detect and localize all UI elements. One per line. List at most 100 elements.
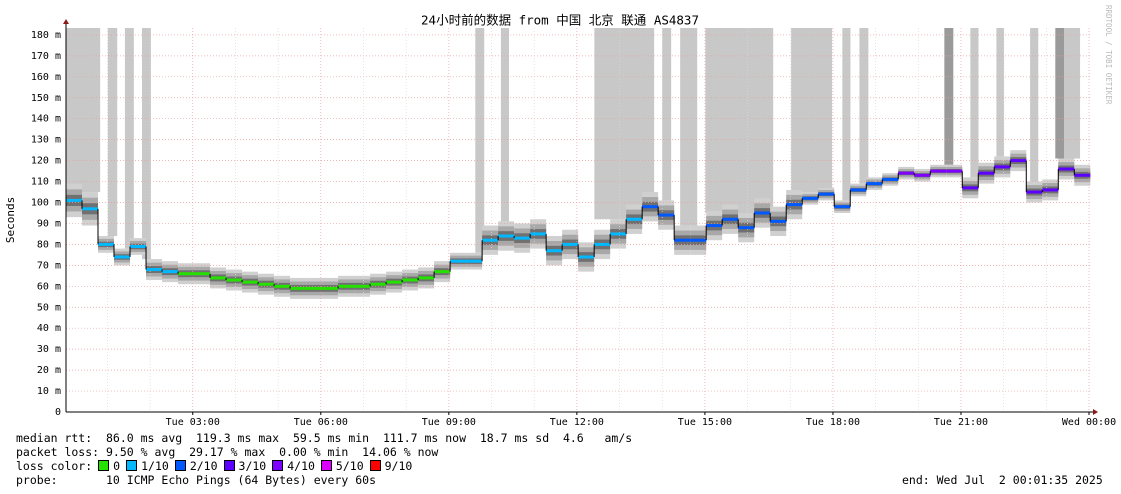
median-step xyxy=(706,224,723,228)
loss-period xyxy=(662,28,672,201)
loss-period xyxy=(842,28,851,201)
legend-swatch xyxy=(320,460,332,471)
median-step xyxy=(386,280,403,284)
median-step xyxy=(562,242,579,246)
legend-swatch xyxy=(98,460,110,471)
y-tick-label: 180 m xyxy=(31,30,61,41)
median-step xyxy=(178,272,195,276)
median-step xyxy=(482,238,499,242)
y-axis-label: Seconds xyxy=(4,197,17,243)
legend-swatch xyxy=(126,460,138,471)
median-step xyxy=(402,278,419,282)
loss-period xyxy=(124,28,134,249)
median-step xyxy=(226,278,243,282)
y-tick-label: 20 m xyxy=(37,365,61,376)
legend-title: loss color: xyxy=(16,459,93,473)
x-tick-label: Tue 06:00 xyxy=(294,417,348,428)
median-step xyxy=(1026,190,1043,194)
median-step xyxy=(770,219,787,223)
median-step xyxy=(978,171,995,175)
median-step xyxy=(498,234,515,238)
loss-period xyxy=(66,28,101,193)
median-step xyxy=(338,284,355,288)
legend-label: 9/10 xyxy=(384,459,413,473)
median-step xyxy=(258,282,275,286)
y-tick-label: 60 m xyxy=(37,281,61,292)
median-step xyxy=(146,268,163,272)
y-tick-label: 150 m xyxy=(31,93,61,104)
loss-period xyxy=(680,28,698,226)
y-tick-label: 130 m xyxy=(31,135,61,146)
median-step xyxy=(722,217,739,221)
y-tick-label: 90 m xyxy=(37,218,61,229)
median-step xyxy=(66,198,83,202)
median-step xyxy=(130,245,147,249)
x-tick-label: Tue 09:00 xyxy=(422,417,476,428)
y-tick-label: 170 m xyxy=(31,51,61,62)
loss-period xyxy=(1064,28,1081,159)
y-tick-label: 160 m xyxy=(31,72,61,83)
median-step xyxy=(210,276,227,280)
legend-swatch xyxy=(272,460,284,471)
x-tick-label: Tue 21:00 xyxy=(934,417,988,428)
y-tick-label: 10 m xyxy=(37,386,61,397)
median-step xyxy=(802,196,819,200)
loss-period xyxy=(594,28,655,220)
end-time: end: Wed Jul 2 00:01:35 2025 xyxy=(902,473,1103,487)
median-step xyxy=(610,232,627,236)
median-step xyxy=(98,242,115,246)
y-tick-label: 100 m xyxy=(31,198,61,209)
legend-label: 1/10 xyxy=(141,459,169,473)
median-step xyxy=(354,284,371,288)
legend-swatch xyxy=(174,460,186,471)
median-step xyxy=(82,207,99,211)
x-tick-label: Tue 18:00 xyxy=(806,417,860,428)
legend-swatch xyxy=(223,460,235,471)
median-step xyxy=(434,270,451,274)
stats-loss: packet loss: 9.50 % avg 29.17 % max 0.00… xyxy=(16,445,439,459)
probe: probe: 10 ICMP Echo Pings (64 Bytes) eve… xyxy=(16,473,377,487)
median-step xyxy=(114,255,131,259)
y-tick-label: 70 m xyxy=(37,260,61,271)
median-step xyxy=(578,255,595,259)
median-step xyxy=(786,203,803,207)
axis-arrow xyxy=(1093,409,1098,415)
y-tick-label: 140 m xyxy=(31,114,61,125)
median-step xyxy=(1042,188,1059,192)
y-tick-label: 110 m xyxy=(31,177,61,188)
loss-period xyxy=(141,28,151,260)
median-step xyxy=(306,286,323,290)
median-step xyxy=(290,286,307,290)
median-step xyxy=(930,169,947,173)
y-tick-label: 50 m xyxy=(37,302,61,313)
median-step xyxy=(466,259,483,263)
median-step xyxy=(850,188,867,192)
loss-period xyxy=(944,28,954,165)
legend-label: 2/10 xyxy=(189,459,218,473)
stats-rtt: median rtt: 86.0 ms avg 119.3 ms max 59.… xyxy=(16,431,633,445)
median-step xyxy=(418,276,435,280)
median-step xyxy=(658,213,675,217)
axis-arrow xyxy=(63,19,69,24)
median-step xyxy=(370,282,387,286)
legend: loss color: 0 1/10 2/10 3/10 4/10 5/10 9/10 xyxy=(16,459,412,473)
median-step xyxy=(194,272,211,276)
median-step xyxy=(274,284,291,288)
y-tick-label: 80 m xyxy=(37,239,61,250)
median-step xyxy=(1074,173,1091,177)
median-step xyxy=(1010,159,1027,163)
loss-period xyxy=(705,28,774,213)
median-step xyxy=(674,238,691,242)
loss-period xyxy=(1030,28,1039,182)
watermark: RRDTOOL / TOBI OETIKER xyxy=(1104,5,1113,105)
legend-label: 4/10 xyxy=(287,459,315,473)
x-tick-label: Tue 15:00 xyxy=(678,417,732,428)
legend-label: 3/10 xyxy=(238,459,267,473)
loss-period xyxy=(107,28,118,237)
median-step xyxy=(738,226,755,230)
legend-label: 0 xyxy=(113,459,121,473)
median-step xyxy=(450,259,467,263)
loss-period xyxy=(475,28,485,253)
median-step xyxy=(642,205,659,209)
